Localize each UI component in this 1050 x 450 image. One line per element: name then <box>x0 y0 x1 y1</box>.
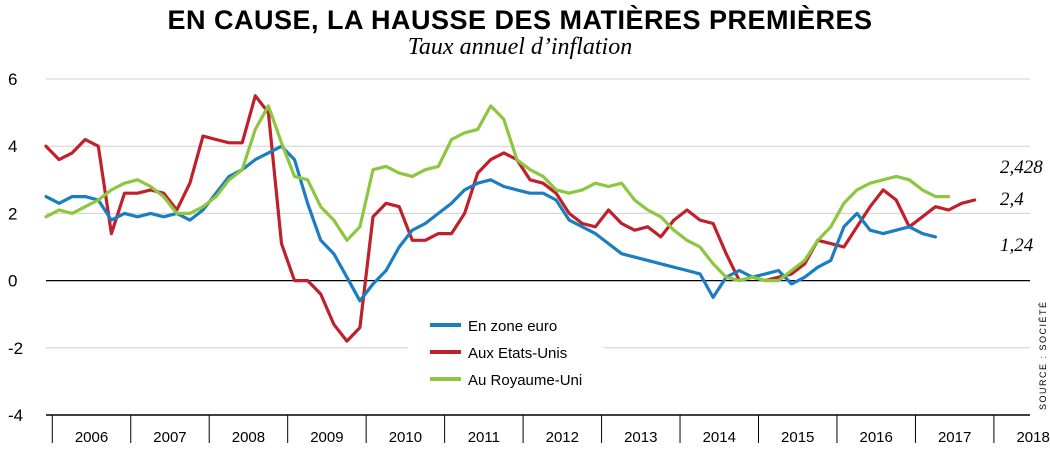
grid <box>46 78 1030 349</box>
year-label: 2011 <box>468 429 500 446</box>
year-label: 2008 <box>232 429 265 446</box>
year-label: 2007 <box>153 429 186 446</box>
year-label: 2016 <box>860 429 893 446</box>
legend: En zone euro Aux Etats-Unis Au Royaume-U… <box>408 313 604 393</box>
y-tick-label: -2 <box>8 339 23 358</box>
year-label: 2010 <box>389 429 422 446</box>
year-label: 2006 <box>75 429 108 446</box>
end-label-uk: 2,428 <box>1000 157 1043 178</box>
y-tick-label: 4 <box>8 137 17 156</box>
end-label-euro: 1,24 <box>1000 235 1034 256</box>
end-label-us: 2,4 <box>1000 189 1024 210</box>
year-label: 2015 <box>781 429 814 446</box>
y-tick-label: 0 <box>8 272 17 291</box>
legend-label-euro: En zone euro <box>468 318 557 335</box>
series-lines <box>44 94 977 343</box>
legend-label-uk: Au Royaume-Uni <box>468 372 582 389</box>
year-label: 2012 <box>546 429 579 446</box>
x-axis: 2006 2007 2008 2009 2010 2011 2012 2013 2014 2015… <box>46 414 1050 446</box>
series-line-us <box>44 94 977 343</box>
y-tick-label: -4 <box>8 406 23 425</box>
legend-label-us: Aux Etats-Unis <box>468 345 567 362</box>
series-line-euro <box>44 144 938 303</box>
year-label: 2014 <box>703 429 736 446</box>
y-tick-label: 2 <box>8 204 17 223</box>
chart-subtitle: Taux annuel d’inflation <box>408 34 632 60</box>
chart-title: EN CAUSE, LA HAUSSE DES MATIÈRES PREMIÈR… <box>167 4 872 35</box>
year-label: 2009 <box>310 429 343 446</box>
source-note: SOURCE : SOCIÉTÉ <box>1038 300 1048 410</box>
year-label: 2018 <box>1016 429 1049 446</box>
year-label: 2017 <box>938 429 971 446</box>
series-line-uk <box>44 104 951 283</box>
year-label: 2013 <box>624 429 657 446</box>
y-tick-label: 6 <box>8 70 17 89</box>
y-axis-ticks: 6 4 2 0 -2 -4 <box>8 70 23 425</box>
